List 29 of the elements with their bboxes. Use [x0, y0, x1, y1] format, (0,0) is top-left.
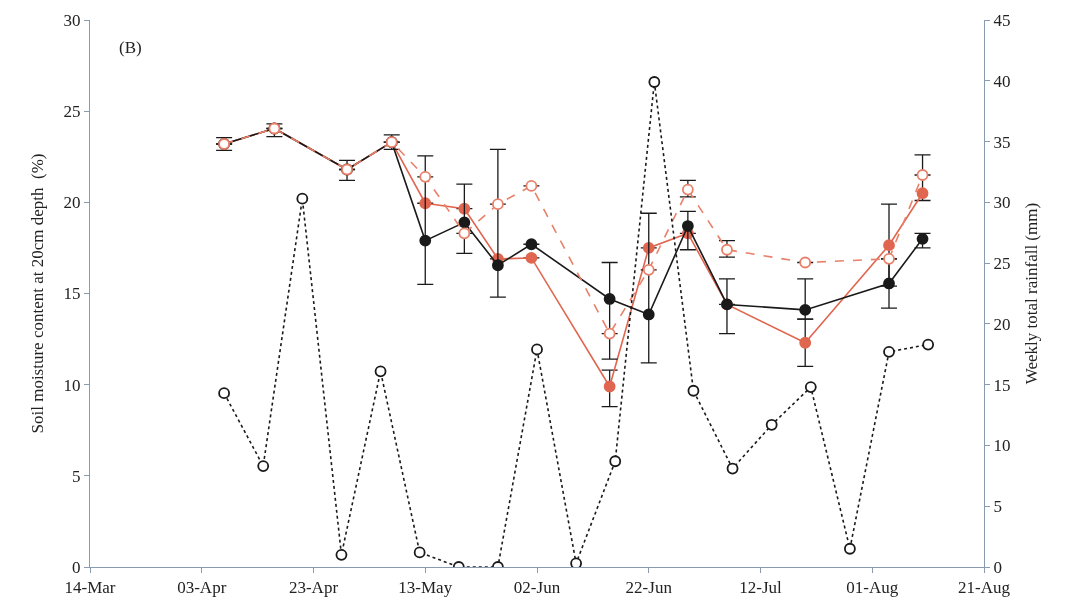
x-tick-label: 12-Jul — [739, 578, 783, 598]
y-tick-label: 25 — [63, 102, 81, 122]
y2-tick-label: 15 — [993, 375, 1011, 395]
x-tick-label: 14-Mar — [64, 578, 116, 598]
y2-tick-label: 0 — [993, 557, 1002, 577]
x-tick-label: 21-Aug — [958, 578, 1011, 598]
y2-axis-title: Weekly total rainfall (mm) — [1021, 202, 1041, 385]
y2-tick-label: 5 — [993, 497, 1002, 517]
y2-tick-label: 10 — [993, 436, 1011, 456]
x-tick-label: 13-May — [398, 578, 453, 598]
y2-tick-label: 40 — [993, 71, 1011, 91]
y-tick-label: 10 — [63, 375, 81, 395]
y-tick-label: 0 — [72, 557, 81, 577]
y-tick-label: 15 — [63, 284, 81, 304]
x-tick-label: 22-Jun — [625, 578, 673, 598]
x-tick-label: 23-Apr — [288, 578, 339, 598]
y2-tick-label: 45 — [993, 10, 1011, 30]
y2-tick-label: 35 — [993, 132, 1011, 152]
annotation: (B) — [119, 38, 142, 57]
y2-tick-label: 20 — [993, 314, 1011, 334]
y2-tick-label: 25 — [993, 254, 1011, 274]
x-tick-label: 03-Apr — [177, 578, 227, 598]
y-tick-label: 5 — [72, 466, 81, 486]
x-tick-label: 01-Aug — [846, 578, 899, 598]
y2-tick-label: 30 — [993, 193, 1011, 213]
y-tick-label: 30 — [63, 10, 81, 30]
x-tick-label: 02-Jun — [513, 578, 561, 598]
y-tick-label: 20 — [63, 193, 81, 213]
y-axis-title: Soil moisture content at 20cm depth (%) — [28, 153, 48, 434]
